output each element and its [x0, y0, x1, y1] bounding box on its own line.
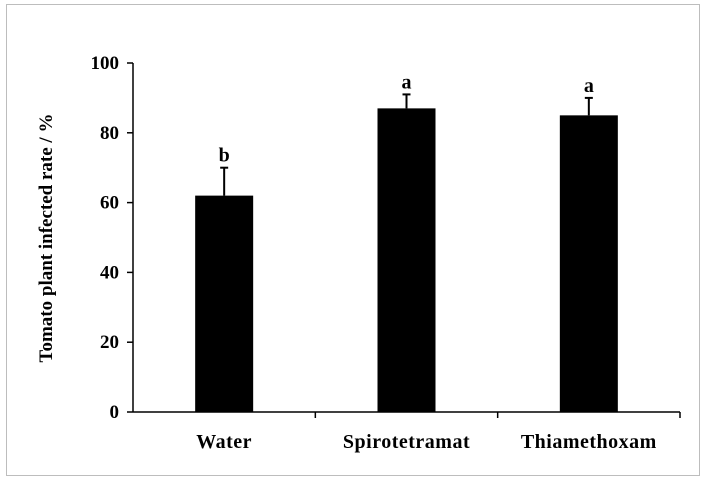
- y-tick-label: 20: [100, 332, 119, 353]
- significance-label: a: [584, 75, 594, 97]
- y-tick-label: 0: [110, 402, 120, 423]
- y-tick-label: 100: [91, 53, 120, 74]
- x-tick-label: Water: [196, 431, 252, 453]
- y-tick-label: 60: [100, 193, 119, 214]
- y-axis-title: Tomato plant infected rate / %: [36, 114, 57, 363]
- bar: [559, 115, 618, 412]
- labels: 0 20 40 60 80 100 b Water a Spirotetramat a Thiamet…: [91, 53, 657, 453]
- x-tick-label: Spirotetramat: [343, 431, 470, 453]
- y-tick-label: 40: [100, 262, 119, 283]
- x-tick-label: Thiamethoxam: [521, 431, 657, 453]
- bar: [195, 195, 254, 412]
- significance-label: b: [219, 145, 230, 167]
- y-tick-label: 80: [100, 123, 119, 144]
- bar: [377, 108, 436, 413]
- significance-label: a: [402, 71, 412, 93]
- bars: [195, 93, 618, 413]
